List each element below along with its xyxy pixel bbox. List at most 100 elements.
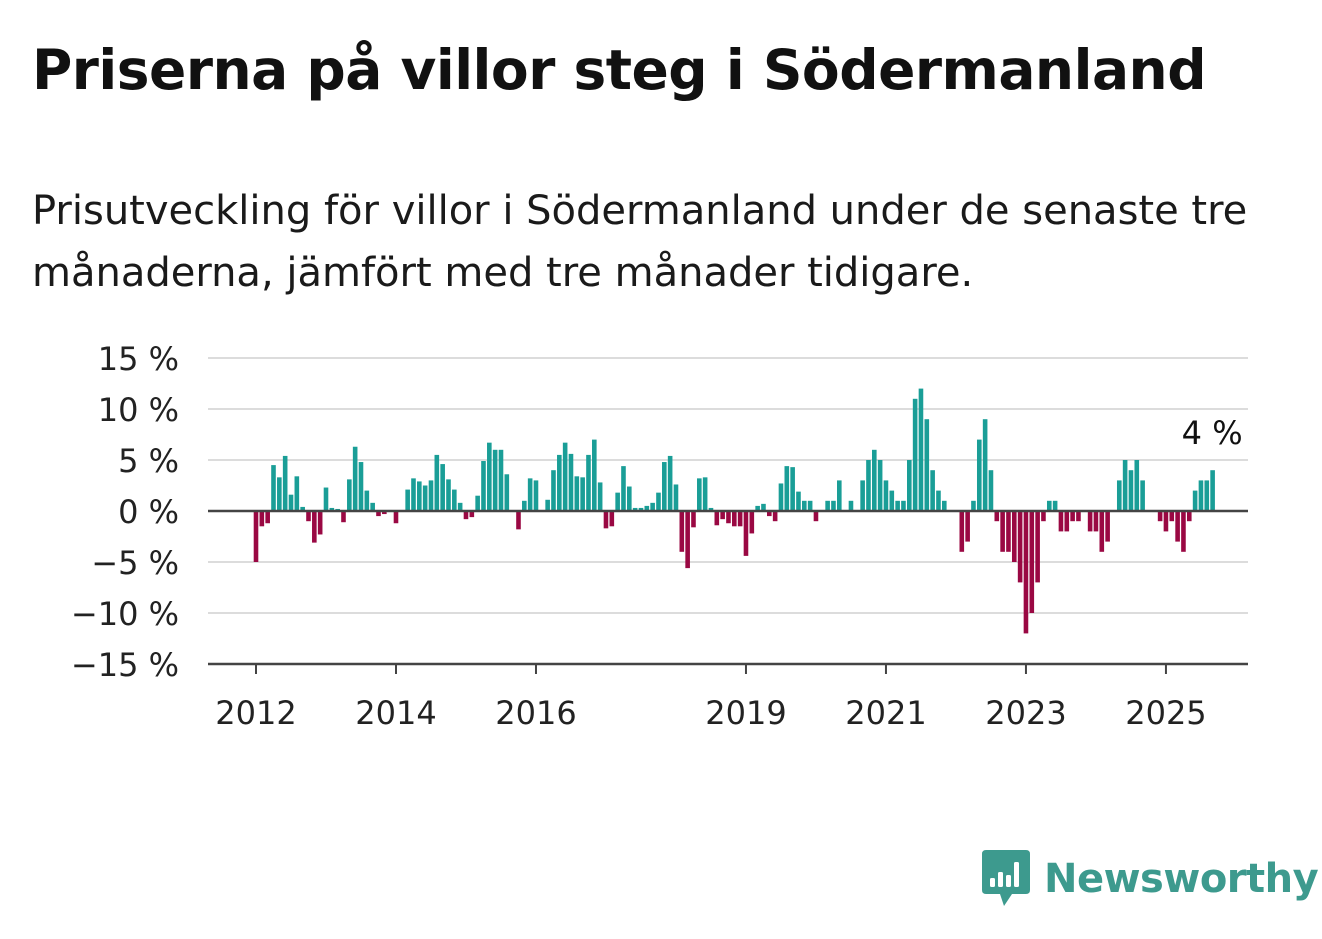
bar (1006, 511, 1011, 552)
y-tick-label: 0 % (118, 493, 179, 531)
bar (586, 454, 591, 511)
bar (271, 465, 276, 511)
bar (860, 480, 865, 511)
bar (422, 485, 428, 511)
bar (1105, 511, 1110, 542)
bar (1163, 511, 1169, 532)
bar (1192, 490, 1198, 511)
bar (463, 511, 469, 520)
bar (1169, 511, 1175, 522)
bar (912, 398, 918, 511)
bar (743, 511, 749, 556)
bar (428, 480, 434, 511)
bar (662, 462, 667, 511)
last-value-annotation: 4 % (1182, 414, 1243, 452)
bar (1041, 511, 1046, 522)
chart-subtitle: Prisutveckling för villor i Södermanland… (32, 188, 1248, 296)
bar (907, 460, 912, 511)
bar (1128, 470, 1134, 511)
bar (883, 480, 889, 511)
bar (761, 503, 766, 511)
bar (877, 460, 883, 511)
bar (982, 419, 988, 511)
bar (1011, 511, 1017, 562)
bar (405, 489, 410, 511)
bar (1017, 511, 1023, 583)
bar (644, 505, 650, 511)
bar (994, 511, 1000, 522)
newsworthy-logo-icon (982, 850, 1030, 906)
bar (1210, 470, 1215, 511)
bar (1140, 480, 1145, 511)
y-tick-label: 15 % (98, 340, 179, 378)
bar (393, 511, 399, 524)
bar (1204, 480, 1210, 511)
bar (370, 502, 375, 511)
bar (1087, 511, 1093, 532)
bar (452, 489, 457, 511)
bar (749, 511, 755, 534)
bar (1181, 511, 1186, 552)
bar (720, 511, 725, 520)
bar (352, 446, 358, 511)
bars (253, 388, 1215, 634)
bar (621, 466, 626, 511)
bar (411, 478, 416, 511)
bar (527, 478, 533, 511)
bar (434, 454, 440, 511)
y-tick-label: 5 % (118, 442, 179, 480)
bar (831, 500, 836, 511)
y-tick-label: −15 % (71, 646, 179, 684)
bar (959, 511, 965, 552)
y-tick-label: −5 % (91, 544, 179, 582)
bar (492, 449, 498, 511)
bar (312, 511, 317, 543)
bar (306, 511, 311, 522)
bar (259, 511, 265, 527)
bar (533, 480, 539, 511)
bar (988, 470, 994, 511)
bar (813, 511, 819, 522)
bar (755, 505, 760, 511)
bar (481, 461, 486, 511)
bar (1093, 511, 1099, 532)
x-tick-label: 2014 (355, 694, 436, 732)
bar (1035, 511, 1040, 583)
bar (323, 487, 329, 511)
bar (551, 470, 556, 511)
bar (627, 486, 632, 511)
bar (656, 492, 661, 511)
bar (732, 511, 737, 527)
bar (726, 511, 731, 524)
bar (300, 506, 305, 511)
bar (1122, 460, 1128, 511)
bar (1116, 480, 1122, 511)
bar (1076, 511, 1081, 522)
x-tick-label: 2016 (495, 694, 576, 732)
bar (609, 511, 615, 527)
bar (376, 511, 381, 517)
bar (889, 490, 895, 511)
bar (282, 455, 288, 511)
bar (417, 481, 422, 511)
bar (924, 419, 930, 511)
bar (288, 494, 294, 511)
bar (784, 466, 790, 511)
bar (1186, 511, 1192, 522)
x-tick-label: 2021 (845, 694, 926, 732)
bar (930, 470, 935, 511)
bar (557, 454, 562, 511)
bar (545, 499, 550, 511)
bar (440, 464, 445, 511)
bar (1070, 511, 1075, 522)
bar (277, 477, 282, 511)
bar (825, 500, 830, 511)
bar (358, 462, 364, 511)
bar (329, 507, 335, 511)
bar (796, 491, 801, 511)
x-tick-label: 2025 (1125, 694, 1206, 732)
bar (597, 482, 603, 511)
bar (708, 507, 714, 511)
bar (1029, 511, 1035, 613)
newsworthy-logo-text: Newsworthy (1044, 856, 1319, 902)
